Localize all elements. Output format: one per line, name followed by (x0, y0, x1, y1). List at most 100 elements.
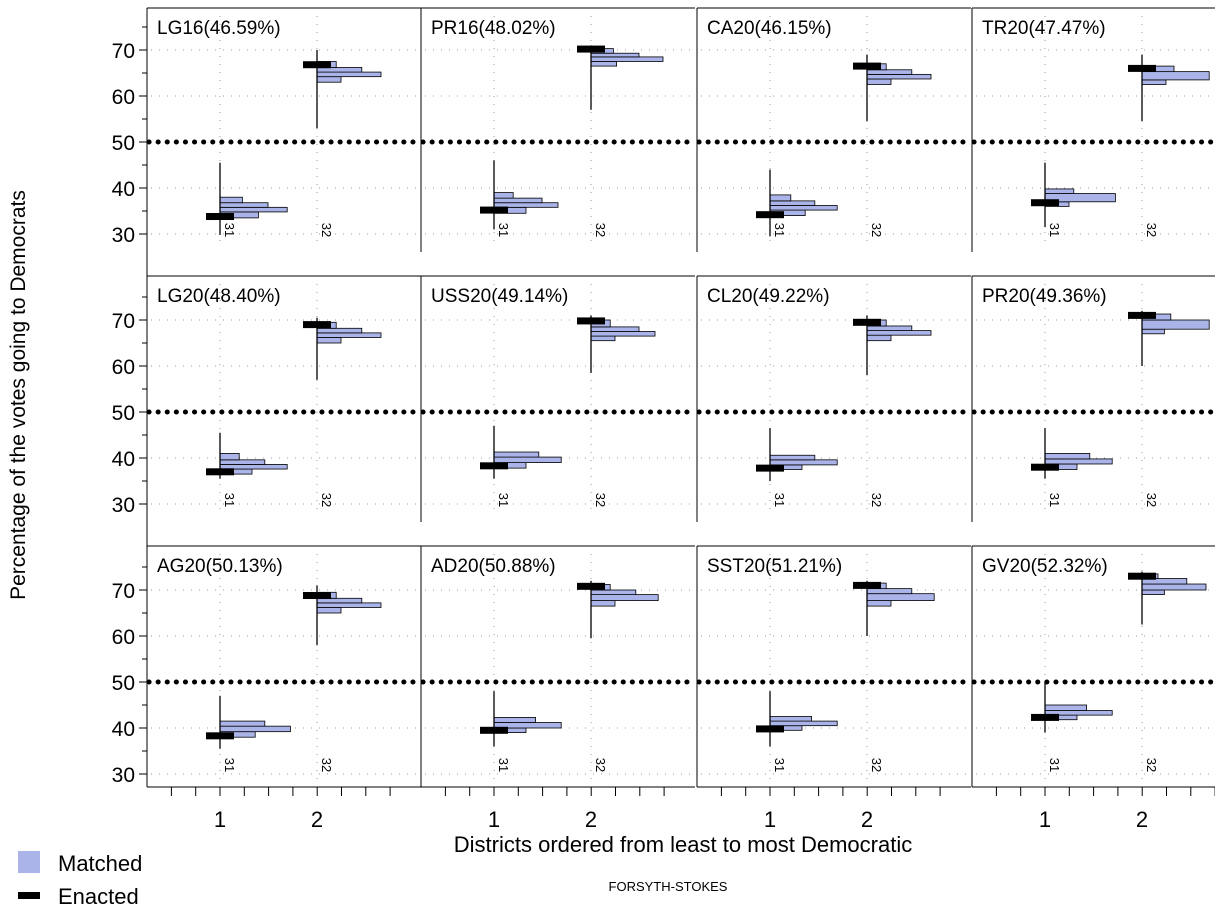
panel-title: PR16(48.02%) (431, 18, 556, 39)
district-label: 32 (1144, 758, 1159, 772)
matched-hist-bin (769, 720, 838, 727)
enacted-bar (303, 592, 331, 600)
matched-hist-bin (219, 459, 266, 465)
district-label: 31 (496, 493, 511, 507)
matched-hist-bin (866, 330, 932, 336)
district-label: 32 (593, 758, 608, 772)
district-label: 31 (222, 223, 237, 237)
enacted-bar (756, 211, 784, 219)
y-tick-label: 60 (112, 86, 135, 109)
panel-9: AD20(50.88%) 31 32 (420, 545, 696, 787)
district-label: 32 (869, 223, 884, 237)
enacted-bar (1128, 64, 1156, 72)
panel-title: SST20(51.21%) (707, 556, 842, 577)
matched-hist-bin (590, 326, 640, 332)
district-label: 32 (593, 223, 608, 237)
matched-hist-bin (493, 197, 543, 204)
matched-hist-bin (769, 200, 816, 206)
y-tick-label: 60 (112, 356, 135, 379)
enacted-bar (206, 213, 234, 221)
matched-hist-bin (590, 335, 616, 342)
panel-title: AD20(50.88%) (431, 556, 556, 577)
district-label: 32 (1144, 493, 1159, 507)
panel-10: SST20(51.21%) 31 32 (696, 545, 972, 787)
matched-hist-bin (866, 334, 892, 342)
matched-hist-bin (219, 725, 291, 733)
district-label: 31 (772, 223, 787, 237)
panel-2: CA20(46.15%) 31 32 (696, 7, 972, 252)
matched-hist-bin (866, 69, 913, 75)
enacted-bar (577, 45, 605, 53)
matched-hist-bin (1141, 589, 1165, 595)
enacted-bar (1031, 199, 1059, 207)
enacted-bar (206, 468, 234, 476)
district-label: 31 (772, 493, 787, 507)
matched-hist-bin (769, 454, 816, 461)
matched-hist-bin (590, 600, 616, 607)
district-label: 31 (1047, 493, 1062, 507)
matched-hist-bin (1044, 458, 1113, 465)
y-axis-label: Percentage of the votes going to Democra… (7, 190, 30, 600)
panel-title: LG16(46.59%) (157, 18, 281, 39)
matched-hist-bin (866, 78, 892, 85)
district-label: 32 (319, 493, 334, 507)
matched-hist-bin (1044, 704, 1087, 711)
panel-7: PR20(49.36%) 31 32 (971, 275, 1215, 522)
matched-hist-bin (219, 196, 243, 204)
panel-3: TR20(47.47%) 31 32 (971, 7, 1215, 252)
footer-label: FORSYTH-STOKES (609, 879, 728, 894)
matched-hist-bin (316, 607, 342, 614)
panel-title: PR20(49.36%) (982, 286, 1107, 307)
enacted-bar (577, 582, 605, 590)
panel-title: LG20(48.40%) (157, 286, 281, 307)
matched-hist-bin (219, 206, 288, 213)
district-label: 32 (319, 223, 334, 237)
y-tick-label: 30 (112, 224, 135, 247)
legend-matched-label: Matched (58, 851, 142, 876)
enacted-bar (853, 62, 881, 70)
enacted-bar (303, 61, 331, 69)
y-tick-label: 40 (112, 718, 135, 741)
matched-hist-bin (590, 61, 618, 67)
y-tick-label: 60 (112, 626, 135, 649)
enacted-bar (853, 581, 881, 589)
x-tick-label: 2 (1136, 807, 1148, 832)
district-label: 31 (772, 758, 787, 772)
x-tick-label: 2 (311, 807, 323, 832)
panel-5: USS20(49.14%) 31 32 (420, 275, 696, 522)
axes-layer: 30 40 50 60 70 30 40 50 60 70 30 40 50 60 70 1 2 1 2 1 2 1 2 (112, 8, 1215, 832)
enacted-bar (1031, 713, 1059, 721)
panel-title: USS20(49.14%) (431, 286, 568, 307)
matched-hist-bin (493, 451, 540, 458)
enacted-bar (756, 464, 784, 472)
matched-hist-bin (316, 602, 382, 608)
y-tick-label: 70 (112, 580, 135, 603)
x-tick-label: 2 (585, 807, 597, 832)
legend: Matched Enacted (18, 851, 142, 909)
y-tick-label: 50 (112, 132, 135, 155)
district-label: 32 (869, 493, 884, 507)
matched-hist-bin (866, 588, 913, 595)
enacted-bar (480, 726, 508, 734)
matched-hist-bin (866, 593, 935, 601)
panel-title: GV20(52.32%) (982, 556, 1108, 577)
x-tick-label: 1 (764, 807, 776, 832)
matched-hist-bin (219, 452, 240, 461)
matched-hist-bin (1044, 188, 1075, 194)
enacted-bar (577, 317, 605, 325)
y-tick-label: 50 (112, 402, 135, 425)
x-tick-label: 1 (1039, 807, 1051, 832)
panel-title: AG20(50.13%) (157, 556, 283, 577)
y-tick-label: 70 (112, 40, 135, 63)
legend-enacted-label: Enacted (58, 884, 139, 909)
matched-hist-bin (219, 202, 269, 208)
district-label: 31 (222, 758, 237, 772)
enacted-bar (1031, 463, 1059, 471)
enacted-bar (756, 725, 784, 733)
district-label: 32 (319, 758, 334, 772)
matched-hist-bin (769, 194, 792, 202)
district-label: 32 (593, 493, 608, 507)
y-tick-label: 40 (112, 178, 135, 201)
y-tick-label: 40 (112, 448, 135, 471)
